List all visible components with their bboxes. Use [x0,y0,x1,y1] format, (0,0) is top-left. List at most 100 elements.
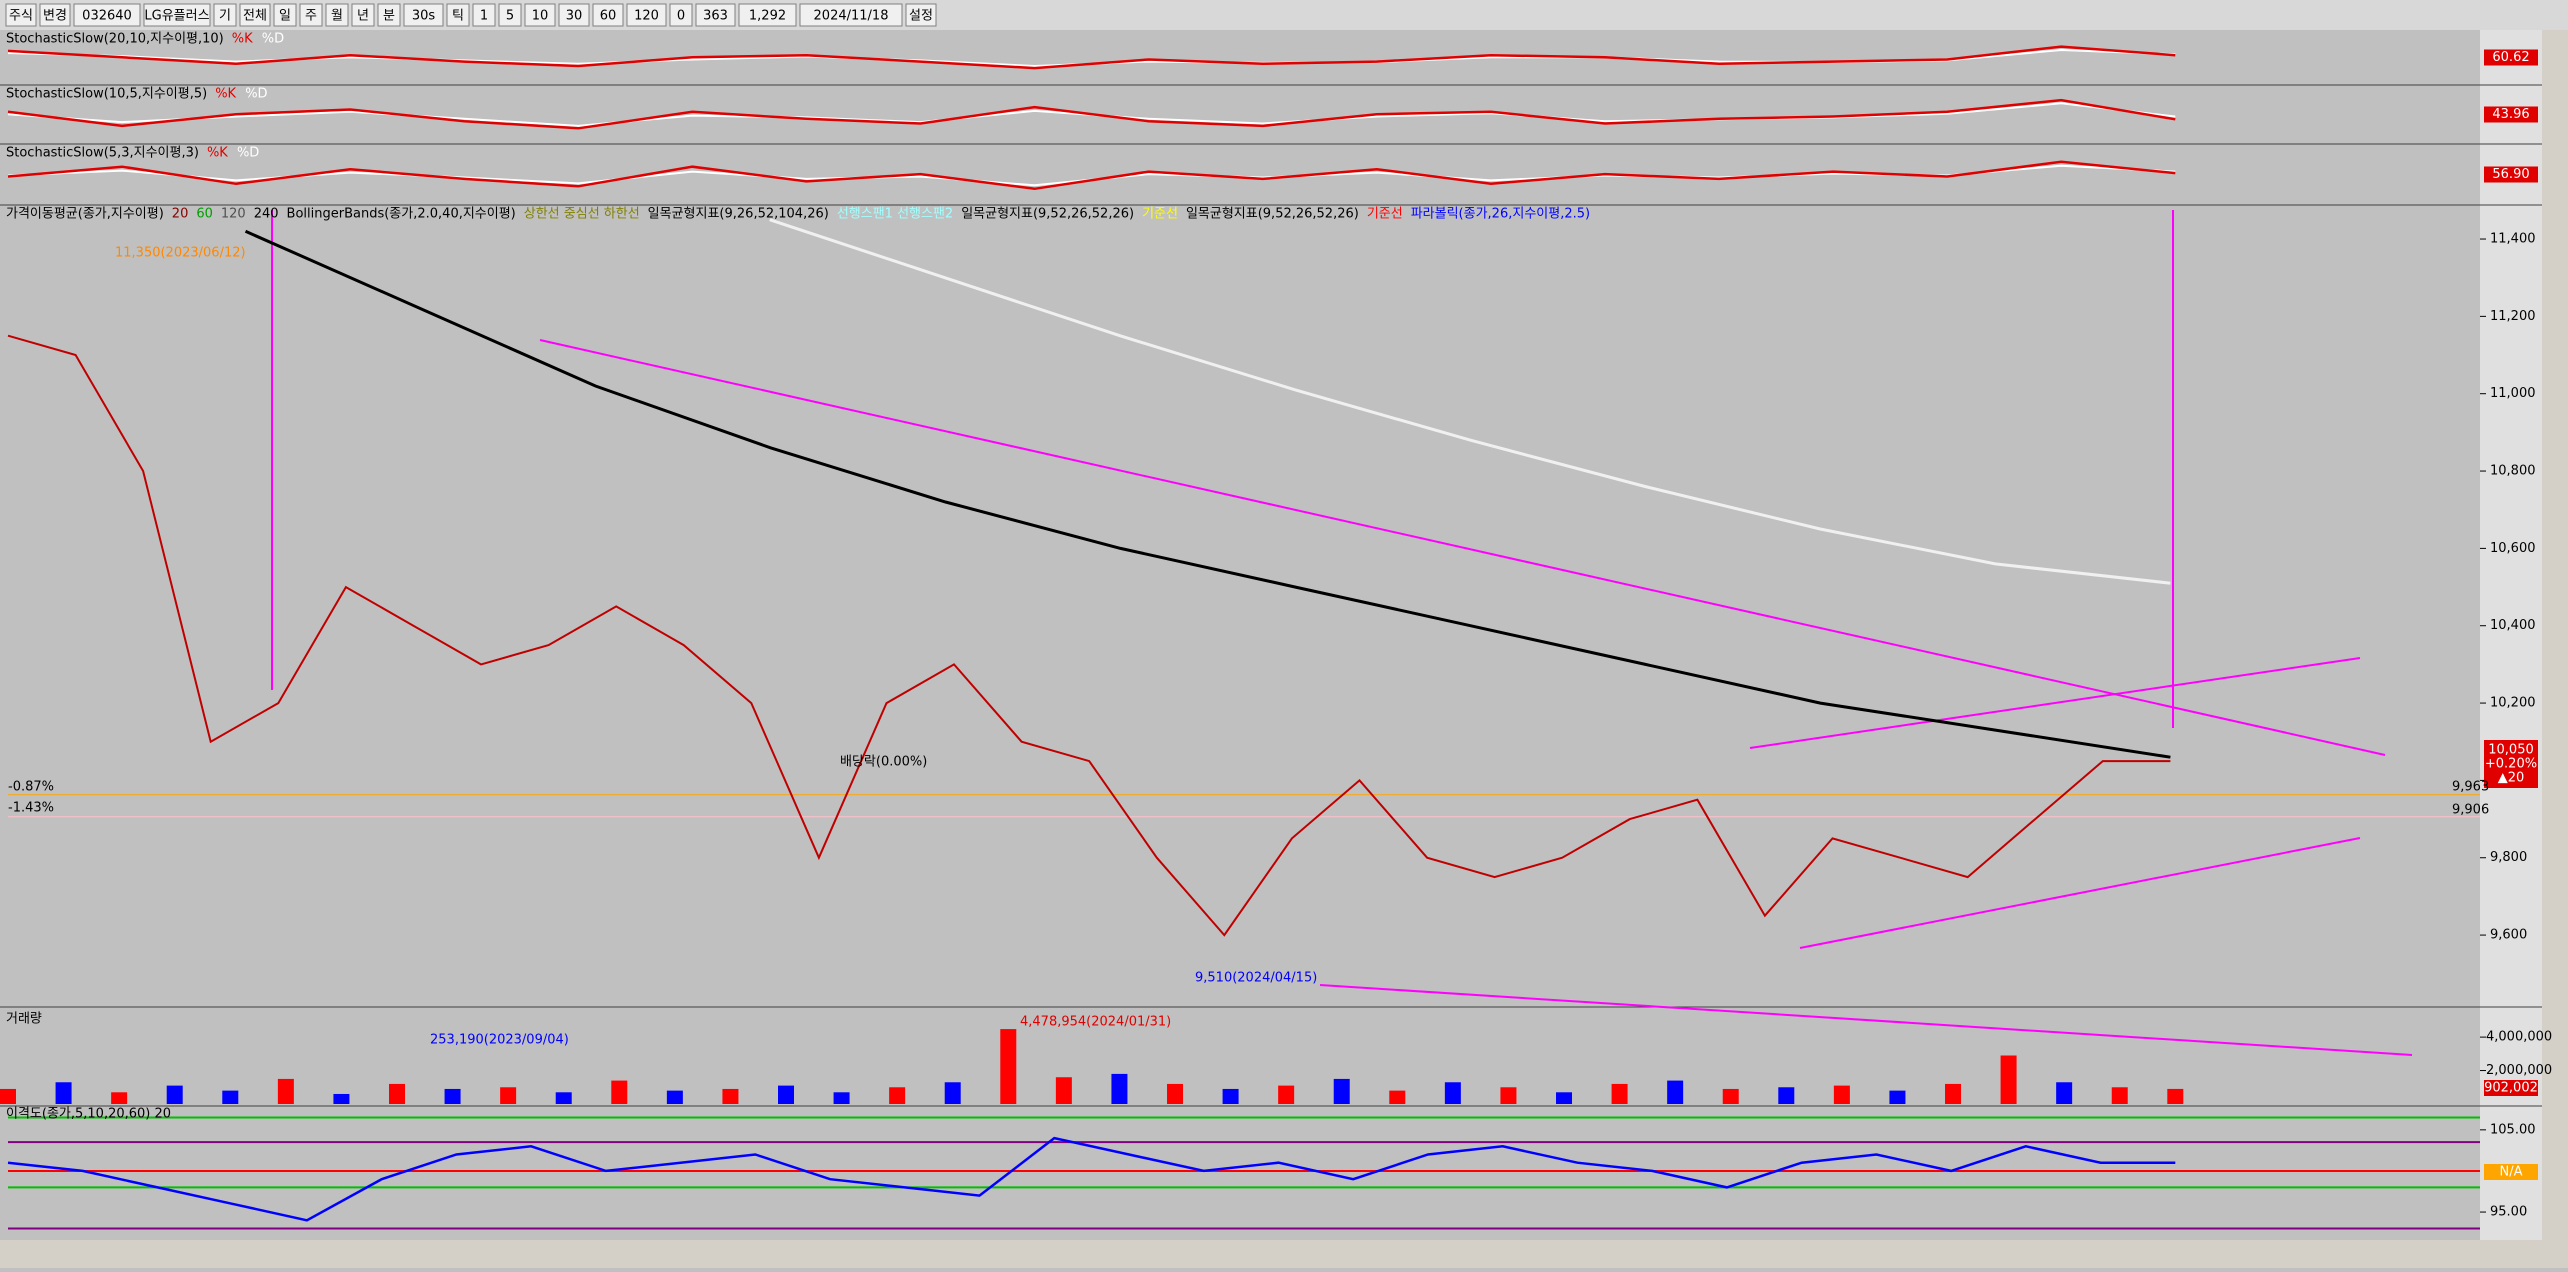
legend-item: BollingerBands(종가,2.0,40,지수이평) [287,207,516,222]
volume-bar [1167,1083,1184,1104]
volume-bar [1055,1077,1072,1104]
toolbar-button[interactable] [558,3,590,27]
volume-bar [1444,1082,1461,1104]
toolbar-label: 기 [219,9,231,24]
legend-item: 가격이동평균(종가,지수이평) [6,207,164,222]
toolbar-button[interactable] [273,3,297,27]
status-bar [0,1240,2568,1268]
toolbar-button[interactable] [905,3,937,27]
value-tag [2484,166,2538,183]
toolbar-button[interactable] [5,3,37,27]
value-tag-label: 43.96 [2492,107,2529,122]
toolbar-label: 분 [383,9,395,24]
volume-bar [1667,1080,1684,1104]
toolbar-button[interactable] [472,3,496,27]
y-tick-label: 4,000,000 [2486,1030,2552,1045]
value-tag [2484,106,2538,123]
volume-bar [1611,1083,1628,1104]
legend-item: 기준선 [1367,207,1403,222]
volume-bar [222,1090,239,1104]
legend-item: 일목균형지표(9,52,26,52,26) [1186,207,1359,222]
toolbar-button[interactable] [626,3,667,27]
toolbar-label: 0 [677,9,685,24]
toolbar-button[interactable] [39,3,71,27]
volume-bar [1389,1090,1406,1104]
toolbar-label: 5 [506,9,514,24]
side-toolbar [2542,30,2568,1240]
volume-bar [389,1083,406,1104]
toolbar-button[interactable] [73,3,141,27]
volume-bar [1278,1085,1295,1104]
legend-k: %K [207,146,228,161]
volume-bar [2167,1088,2184,1104]
value-tag [2484,1164,2538,1180]
legend-item: 일목균형지표(9,26,52,104,26) [648,207,829,222]
toolbar-label: LG유플러스 [144,9,209,24]
y-tick-label: 95.00 [2490,1205,2527,1220]
legend-item: 240 [254,207,279,222]
toolbar-label: 10 [532,9,549,24]
volume-bar [1222,1088,1239,1104]
toolbar-button[interactable] [799,3,903,27]
legend-item: 선행스팬1 선행스팬2 [837,206,953,222]
stoch-k-line [7,98,2176,130]
toolbar-label: 일 [279,9,291,24]
toolbar-button[interactable] [239,3,271,27]
annotation: 11,350(2023/06/12) [115,246,246,261]
toolbar-button[interactable] [669,3,693,27]
volume-bar [666,1090,683,1104]
toolbar-button[interactable] [446,3,470,27]
volume-bar [1945,1083,1962,1104]
panel-label: StochasticSlow(5,3,지수이평,3) [6,146,199,161]
value-tag-label: 60.62 [2492,50,2529,65]
toolbar-button[interactable] [403,3,444,27]
level-tag: 9,963 [2452,780,2489,795]
toolbar-button[interactable] [351,3,375,27]
annotation: 9,510(2024/04/15) [1195,971,1317,986]
toolbar-button[interactable] [498,3,522,27]
y-tick-label: 2,000,000 [2486,1063,2552,1078]
toolbar-label: 1,292 [749,9,786,24]
legend-k: %K [232,32,253,47]
legend-item: 60 [196,207,213,222]
panel-label: 이격도(종가,5,10,20,60) 20 [6,1107,171,1122]
toolbar-label: 주 [305,9,317,24]
legend-d: %D [245,87,267,102]
toolbar-button[interactable] [695,3,736,27]
toolbar-button[interactable] [213,3,237,27]
value-tag [2484,49,2538,66]
toolbar-button[interactable] [299,3,323,27]
y-tick-label: 11,000 [2490,386,2536,401]
toolbar-button[interactable] [325,3,349,27]
volume-bar [555,1092,572,1104]
trend-line [539,339,2386,756]
toolbar-button[interactable] [143,3,211,27]
toolbar-button[interactable] [377,3,401,27]
price-tag-label: +0.20% [2485,757,2537,772]
panel-label: StochasticSlow(10,5,지수이평,5) [6,87,207,102]
volume-bar [333,1093,350,1104]
legend-d: %D [262,32,284,47]
trend-line [1799,837,2361,949]
toolbar-label: 032640 [82,9,132,24]
y-tick-label: 9,800 [2490,850,2527,865]
volume-bar [277,1078,294,1104]
toolbar-button[interactable] [524,3,556,27]
toolbar-label: 년 [357,9,369,24]
legend-k: %K [215,87,236,102]
toolbar-button[interactable] [738,3,797,27]
volume-bar [611,1080,628,1104]
price-tag-label: ▲20 [2498,771,2525,786]
toolbar-label: 틱 [452,9,464,24]
value-tag [2484,1080,2538,1096]
toolbar-label: 30 [566,9,583,24]
annotation: 4,478,954(2024/01/31) [1020,1015,1171,1030]
toolbar-button[interactable] [592,3,624,27]
annotation: -0.87% [8,780,54,795]
volume-bar [1722,1088,1739,1104]
toolbar-label: 30s [412,9,436,24]
panel-label: StochasticSlow(20,10,지수이평,10) [6,32,224,47]
